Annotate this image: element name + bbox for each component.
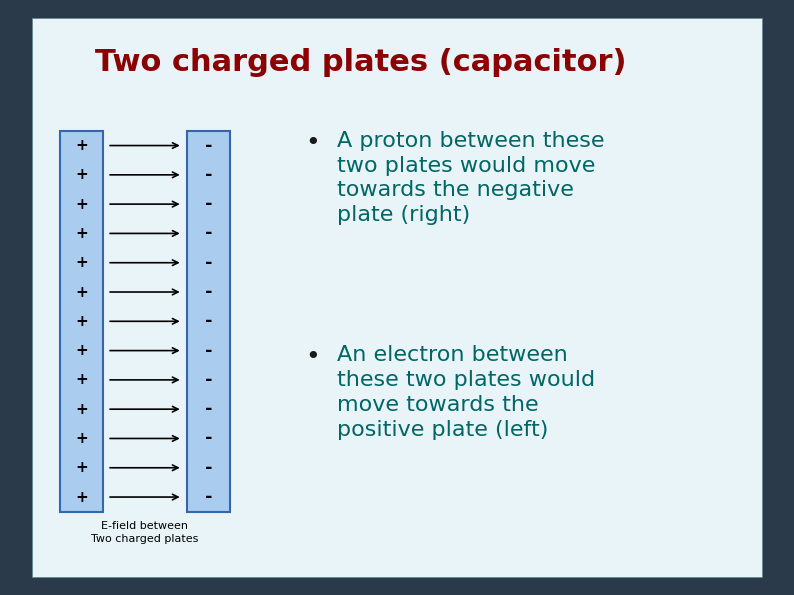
Text: +: + [75, 372, 88, 387]
Text: +: + [75, 196, 88, 212]
Text: +: + [75, 490, 88, 505]
Text: +: + [75, 461, 88, 475]
Text: +: + [75, 138, 88, 153]
Text: +: + [75, 343, 88, 358]
Text: +: + [75, 226, 88, 241]
Text: •: • [306, 345, 321, 369]
Text: -: - [205, 430, 212, 447]
Text: -: - [205, 224, 212, 242]
Text: +: + [75, 255, 88, 270]
Text: -: - [205, 195, 212, 213]
Text: -: - [205, 283, 212, 301]
Text: -: - [205, 166, 212, 184]
Text: +: + [75, 314, 88, 329]
Text: +: + [75, 167, 88, 182]
Text: -: - [205, 342, 212, 359]
Bar [60, 131, 103, 512]
Text: Two charged plates (capacitor): Two charged plates (capacitor) [95, 48, 626, 77]
Text: A proton between these
two plates would move
towards the negative
plate (right): A proton between these two plates would … [337, 131, 605, 226]
Text: -: - [205, 371, 212, 389]
Text: -: - [205, 488, 212, 506]
Text: -: - [205, 253, 212, 272]
Bar [187, 131, 230, 512]
Text: E-field between
Two charged plates: E-field between Two charged plates [91, 521, 198, 544]
Text: -: - [205, 459, 212, 477]
Text: +: + [75, 402, 88, 416]
Text: +: + [75, 284, 88, 299]
Text: An electron between
these two plates would
move towards the
positive plate (left: An electron between these two plates wou… [337, 345, 596, 440]
Text: -: - [205, 136, 212, 155]
Text: •: • [306, 131, 321, 155]
Text: -: - [205, 312, 212, 330]
Text: -: - [205, 400, 212, 418]
Text: +: + [75, 431, 88, 446]
